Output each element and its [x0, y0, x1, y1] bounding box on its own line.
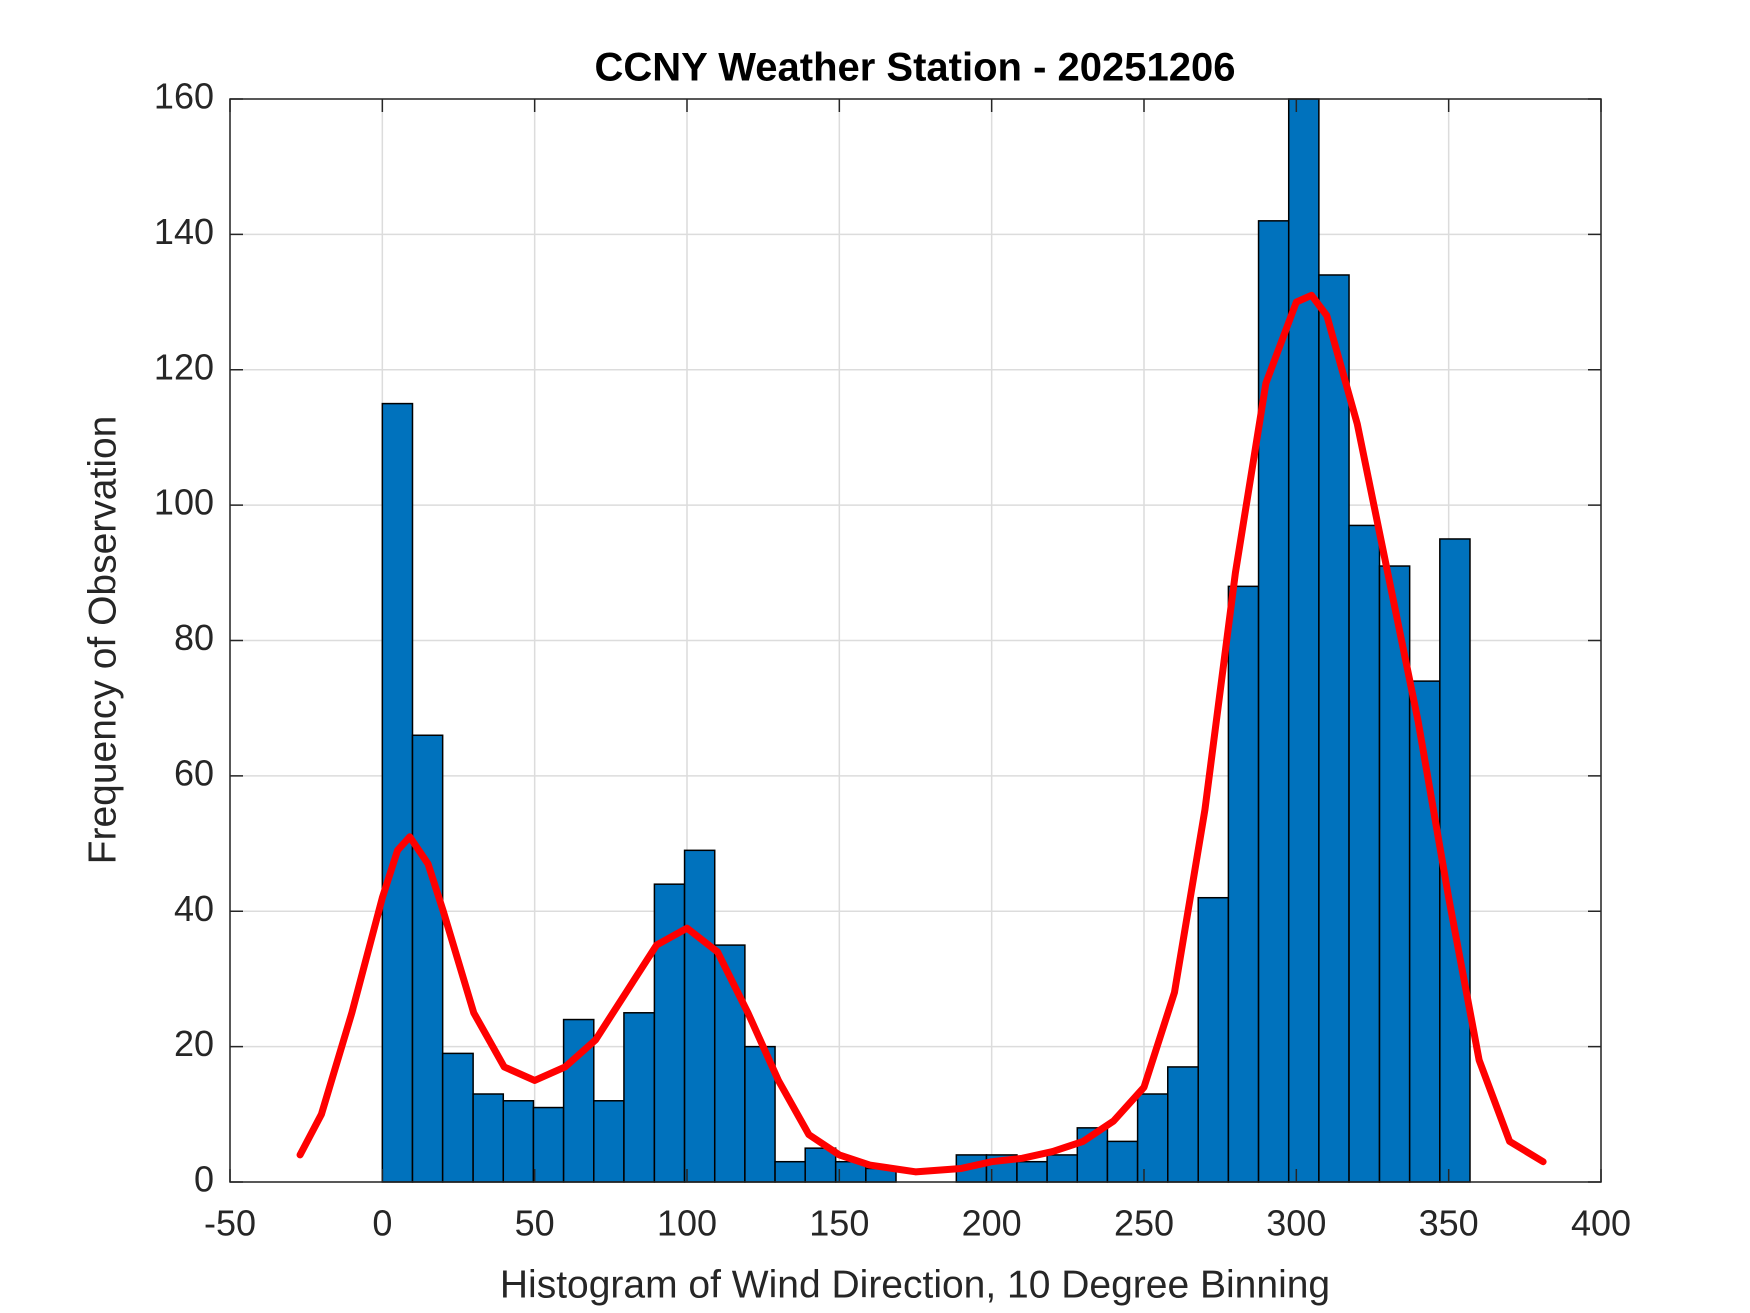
- y-tick-label: 0: [194, 1159, 214, 1200]
- bar: [1197, 896, 1230, 1183]
- y-tick-label: 160: [154, 76, 214, 117]
- x-axis-label: Histogram of Wind Direction, 10 Degree B…: [500, 1263, 1330, 1306]
- x-tick-label: 300: [1266, 1203, 1326, 1244]
- y-tick-label: 120: [154, 346, 214, 387]
- x-tick-label: 350: [1419, 1203, 1479, 1244]
- bar: [1318, 274, 1350, 1183]
- bar: [593, 1100, 625, 1183]
- x-tick-label: 50: [515, 1203, 555, 1244]
- x-tick-label: 250: [1114, 1203, 1174, 1244]
- bar: [381, 402, 414, 1183]
- bar: [472, 1093, 505, 1183]
- bar: [683, 849, 716, 1183]
- y-tick-label: 100: [154, 482, 214, 523]
- bar: [441, 1052, 474, 1183]
- y-tick-label: 60: [174, 752, 214, 793]
- bar: [502, 1100, 535, 1183]
- y-axis-label: Frequency of Observation: [81, 416, 124, 865]
- bar: [1046, 1154, 1079, 1183]
- bar: [804, 1147, 837, 1183]
- bar: [623, 1012, 656, 1183]
- bar: [1167, 1066, 1199, 1183]
- bar: [1348, 524, 1381, 1183]
- x-tick-label: 200: [962, 1203, 1022, 1244]
- bar: [1136, 1093, 1169, 1183]
- y-tick-label: 80: [174, 617, 214, 658]
- y-tick-label: 40: [174, 888, 214, 929]
- x-tick-label: 0: [372, 1203, 392, 1244]
- chart-title: CCNY Weather Station - 20251206: [595, 46, 1236, 90]
- bar: [411, 734, 444, 1183]
- bar: [532, 1106, 565, 1183]
- density-curve: [296, 291, 1547, 1176]
- x-tick-label: 150: [809, 1203, 869, 1244]
- y-tick-label: 20: [174, 1023, 214, 1064]
- x-tick-label: 100: [657, 1203, 717, 1244]
- bar: [713, 944, 746, 1183]
- bar: [774, 1160, 806, 1183]
- bar: [1016, 1160, 1048, 1183]
- bar: [1227, 585, 1260, 1183]
- bar: [1287, 98, 1320, 1183]
- x-tick-label: -50: [204, 1203, 256, 1244]
- y-tick-label: 140: [154, 211, 214, 252]
- x-tick-label: 400: [1571, 1203, 1631, 1244]
- bar: [1106, 1140, 1139, 1183]
